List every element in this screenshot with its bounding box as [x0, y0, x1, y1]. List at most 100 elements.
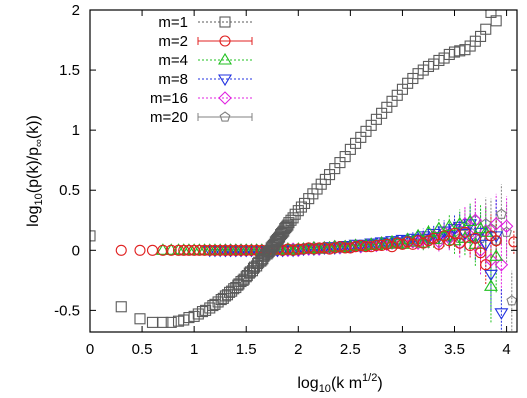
x-tick-label: 0.5	[132, 341, 153, 358]
legend-marker-m-20	[219, 111, 231, 122]
point-m-4	[343, 239, 358, 252]
point-m-2	[146, 244, 159, 256]
legend-marker-m-4	[218, 52, 232, 65]
legend-label-m-20: m=20	[150, 109, 188, 126]
point-m-1	[157, 316, 169, 328]
point-m-8	[463, 219, 478, 231]
point-m-1	[490, 15, 502, 27]
legend-label-m-8: m=8	[158, 71, 188, 88]
point-m-4	[483, 279, 498, 291]
data-markers	[90, 10, 517, 328]
point-m-1	[480, 23, 492, 35]
y-axis-title: log10(p(k)/p∞(k))	[25, 115, 45, 227]
error-bars	[292, 184, 515, 332]
point-m-2	[323, 243, 336, 255]
point-m-4	[468, 237, 483, 249]
y-tick-label: 2	[72, 2, 80, 19]
point-m-4	[463, 214, 478, 227]
point-m-1	[217, 292, 229, 304]
legend: m=1 m=2 m=4 m=8 m=16 m=20	[150, 14, 253, 126]
point-m-4	[369, 238, 384, 251]
point-m-4	[452, 216, 467, 229]
x-tick-label: 2.5	[340, 341, 361, 358]
point-m-2	[443, 235, 455, 247]
point-m-1	[279, 223, 291, 235]
point-m-2	[480, 259, 492, 271]
point-m-16	[489, 217, 503, 231]
point-m-8	[478, 239, 493, 252]
point-m-1	[146, 316, 159, 328]
legend-label-m-1: m=1	[158, 14, 188, 31]
point-m-4	[411, 228, 426, 241]
point-m-4	[322, 240, 337, 253]
x-tick-label: 3	[398, 341, 406, 358]
point-m-4	[421, 225, 436, 237]
point-m-8	[280, 244, 295, 257]
y-tick-label: 0.5	[59, 182, 80, 199]
legend-label-m-16: m=16	[150, 90, 188, 107]
point-m-2	[459, 226, 471, 238]
point-m-8	[405, 233, 420, 246]
point-m-8	[421, 233, 436, 246]
x-axis: 0 0.5 1 1.5 2 2.5 3 3.5 4	[86, 10, 511, 358]
point-m-1	[192, 308, 204, 320]
point-m-2	[490, 235, 502, 247]
y-tick-label: -0.5	[54, 302, 80, 319]
point-m-2	[417, 237, 429, 249]
point-m-1	[289, 208, 301, 220]
point-m-20	[501, 226, 512, 237]
point-m-2	[469, 232, 481, 244]
point-m-2	[344, 242, 356, 254]
y-tick-label: 0	[72, 242, 80, 259]
point-m-1	[221, 289, 234, 301]
point-m-4	[431, 221, 446, 234]
point-m-2	[115, 244, 127, 256]
plot-frame	[89, 9, 518, 333]
legend-marker-m-8	[218, 74, 232, 87]
point-m-2	[464, 239, 476, 252]
legend-marker-m-16	[218, 91, 232, 105]
x-tick-label: 3.5	[444, 341, 465, 358]
point-m-4	[442, 219, 457, 231]
point-m-2	[165, 244, 177, 256]
legend-label-m-4: m=4	[158, 52, 188, 69]
x-axis-title: log10(k m1/2)	[297, 372, 382, 395]
point-m-2	[454, 237, 466, 249]
point-m-2	[433, 238, 445, 250]
point-m-4	[489, 249, 504, 261]
point-m-1	[90, 230, 96, 242]
point-m-1	[281, 220, 293, 232]
x-tick-label: 2	[294, 341, 302, 358]
point-m-8	[494, 308, 509, 320]
point-m-1	[285, 214, 297, 226]
x-tick-label: 0	[86, 341, 94, 358]
point-m-2	[508, 236, 517, 248]
point-m-8	[468, 233, 483, 246]
point-m-16	[499, 219, 514, 234]
point-m-16	[411, 236, 425, 250]
x-tick-label: 1	[190, 341, 198, 358]
y-tick-label: 1.5	[59, 62, 80, 79]
point-m-4	[416, 236, 431, 248]
legend-marker-m-2	[219, 35, 231, 47]
point-m-1	[115, 301, 127, 313]
point-m-1	[292, 205, 304, 217]
legend-label-m-2: m=2	[158, 33, 188, 50]
point-m-1	[226, 285, 238, 297]
legend-marker-m-1	[219, 16, 231, 28]
point-m-8	[457, 228, 472, 241]
point-m-2	[474, 247, 487, 259]
point-m-8	[416, 231, 431, 243]
point-m-2	[422, 235, 435, 247]
point-m-4	[286, 243, 301, 255]
point-m-1	[196, 306, 209, 318]
point-m-2	[134, 244, 146, 256]
point-m-4	[473, 221, 488, 234]
y-axis: -0.5 0 0.5 1 1.5 2	[54, 2, 517, 319]
point-m-16	[494, 257, 509, 272]
y-tick-label: 1	[72, 122, 80, 139]
x-tick-label: 4	[502, 341, 510, 358]
point-m-1	[295, 201, 307, 213]
x-tick-label: 1.5	[236, 341, 257, 358]
point-m-4	[359, 238, 373, 251]
